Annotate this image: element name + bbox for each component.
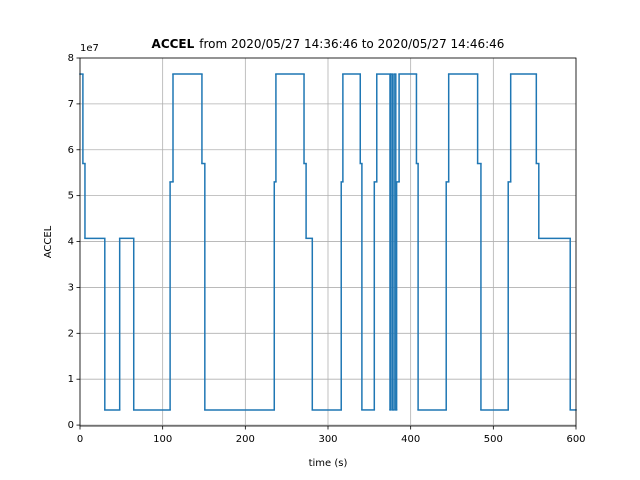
y-tick-label: 5 [68, 191, 74, 202]
title-rest: from 2020/05/27 14:36:46 to 2020/05/27 1… [199, 37, 504, 51]
y-tick-label: 2 [68, 328, 74, 339]
x-tick-label: 0 [77, 434, 83, 445]
y-tick-label: 3 [68, 282, 74, 293]
x-tick-label: 600 [566, 434, 585, 445]
chart-title: ACCEL from 2020/05/27 14:36:46 to 2020/05… [152, 37, 505, 51]
y-tick-label: 8 [68, 53, 74, 64]
x-tick-label: 100 [153, 434, 172, 445]
x-tick-label: 400 [401, 434, 420, 445]
x-tick-label: 200 [236, 434, 255, 445]
y-axis-label: ACCEL [43, 225, 54, 258]
y-offset-label: 1e7 [80, 43, 99, 54]
x-axis-label: time (s) [309, 458, 348, 469]
y-tick-label: 6 [68, 145, 74, 156]
y-tick-label: 1 [68, 374, 74, 385]
plot-frame [79, 57, 577, 427]
y-tick-label: 0 [68, 420, 74, 431]
y-tick-label: 4 [68, 237, 74, 248]
title-bold: ACCEL [152, 37, 195, 51]
x-tick-label: 300 [318, 434, 337, 445]
x-tick-label: 500 [484, 434, 503, 445]
y-tick-label: 7 [68, 99, 74, 110]
